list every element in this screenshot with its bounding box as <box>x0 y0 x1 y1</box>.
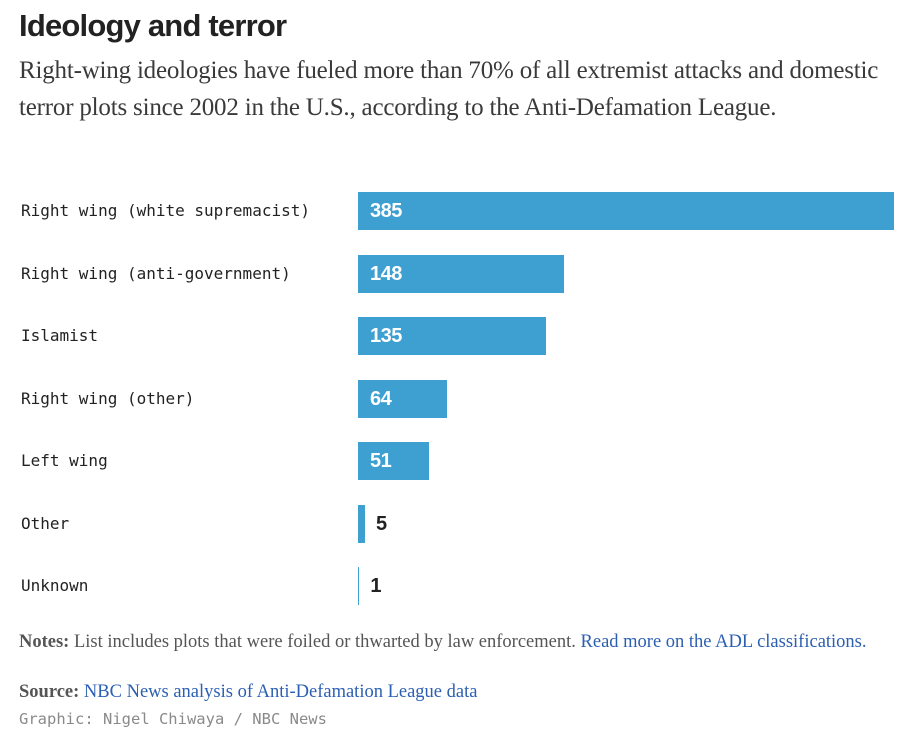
category-label: Right wing (white supremacist) <box>21 201 310 220</box>
value-label: 5 <box>375 512 387 535</box>
value-label: 385 <box>370 200 402 222</box>
bar <box>358 254 565 293</box>
category-label: Right wing (anti-government) <box>21 263 291 283</box>
bar <box>358 317 546 355</box>
chart-title: Ideology and terror <box>19 8 287 43</box>
bar <box>358 567 360 605</box>
graphic-credit: Graphic: Nigel Chiwaya / NBC News <box>19 710 327 728</box>
bar <box>358 504 365 543</box>
bar <box>358 442 429 480</box>
category-label: Unknown <box>21 576 89 595</box>
notes-label: Notes: <box>19 632 70 652</box>
bar-row: Right wing (anti-government) 148 <box>0 248 905 310</box>
value-label: 1 <box>370 575 382 597</box>
value-label: 135 <box>370 325 402 347</box>
value-label: 148 <box>370 262 402 285</box>
value-label: 64 <box>370 387 392 410</box>
bar-row: Islamist 135 <box>0 310 905 372</box>
bar-row: Other 5 <box>0 498 905 560</box>
category-label: Islamist <box>21 326 99 345</box>
source: Source: NBC News analysis of Anti-Defama… <box>19 681 889 703</box>
bar-row: Right wing (other) 64 <box>0 373 905 435</box>
source-label: Source: <box>19 682 80 702</box>
chart-subtitle: Right-wing ideologies have fueled more t… <box>19 57 879 121</box>
bar-row: Left wing 51 <box>0 435 905 497</box>
category-label: Left wing <box>21 451 108 470</box>
source-link[interactable]: NBC News analysis of Anti-Defamation Lea… <box>83 682 478 702</box>
category-label: Other <box>21 513 70 533</box>
notes: Notes: List includes plots that were foi… <box>19 631 889 653</box>
notes-text: List includes plots that were foiled or … <box>69 632 581 652</box>
bar-row: Unknown 1 <box>0 560 905 622</box>
bar <box>358 192 894 230</box>
category-label: Right wing (other) <box>21 388 195 408</box>
value-label: 51 <box>370 450 392 472</box>
bar-row: Right wing (white supremacist) 385 <box>0 185 905 247</box>
bar-chart: Right wing (white supremacist) 385 Right w… <box>0 185 905 615</box>
bar <box>358 379 448 418</box>
adl-classifications-link[interactable]: Read more on the ADL classifications. <box>580 632 867 652</box>
